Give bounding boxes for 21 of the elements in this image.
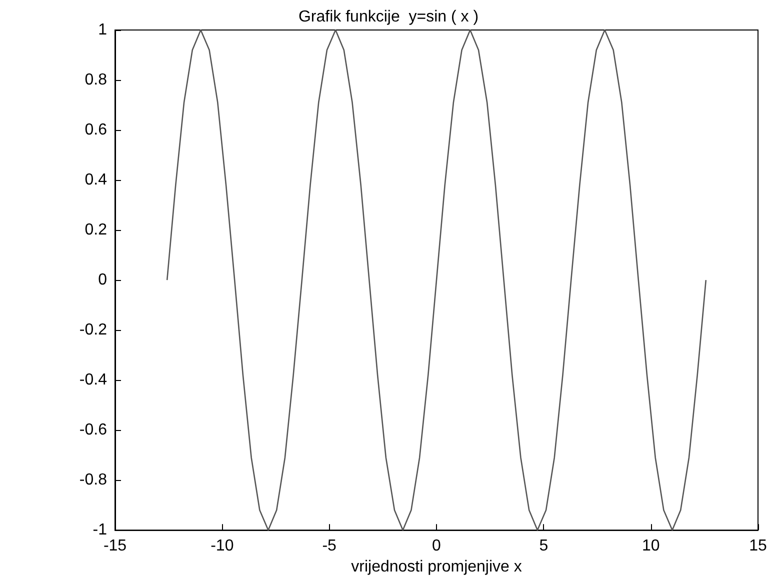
y-tick-label: 0.2 — [84, 222, 108, 239]
y-tick-label: -0.6 — [79, 422, 108, 439]
y-tick-label: 0 — [98, 272, 108, 289]
y-tick-label: -0.8 — [79, 472, 108, 489]
chart-title: Grafik funkcije y=sin ( x ) — [298, 8, 479, 26]
x-tick-label: 0 — [432, 538, 442, 555]
y-tick-label: 1 — [98, 22, 108, 38]
line-series — [166, 29, 707, 531]
y-tick-label: -0.4 — [79, 372, 108, 389]
x-axis-title: vrijednosti promjenjive x — [351, 558, 522, 576]
y-tick-label: 0.6 — [84, 122, 108, 139]
y-tick-label: -1 — [92, 522, 108, 539]
y-tick-label: 0.4 — [84, 172, 108, 189]
x-tick-label: 5 — [539, 538, 548, 555]
x-tick-label: -15 — [103, 538, 127, 555]
x-tick-label: 15 — [749, 538, 767, 555]
x-tick-label: 10 — [642, 538, 660, 555]
y-tick-label: -0.2 — [79, 322, 108, 339]
x-tick-label: -10 — [210, 538, 234, 555]
y-tick-label: 0.8 — [84, 72, 108, 89]
x-tick-label: -5 — [322, 538, 337, 555]
